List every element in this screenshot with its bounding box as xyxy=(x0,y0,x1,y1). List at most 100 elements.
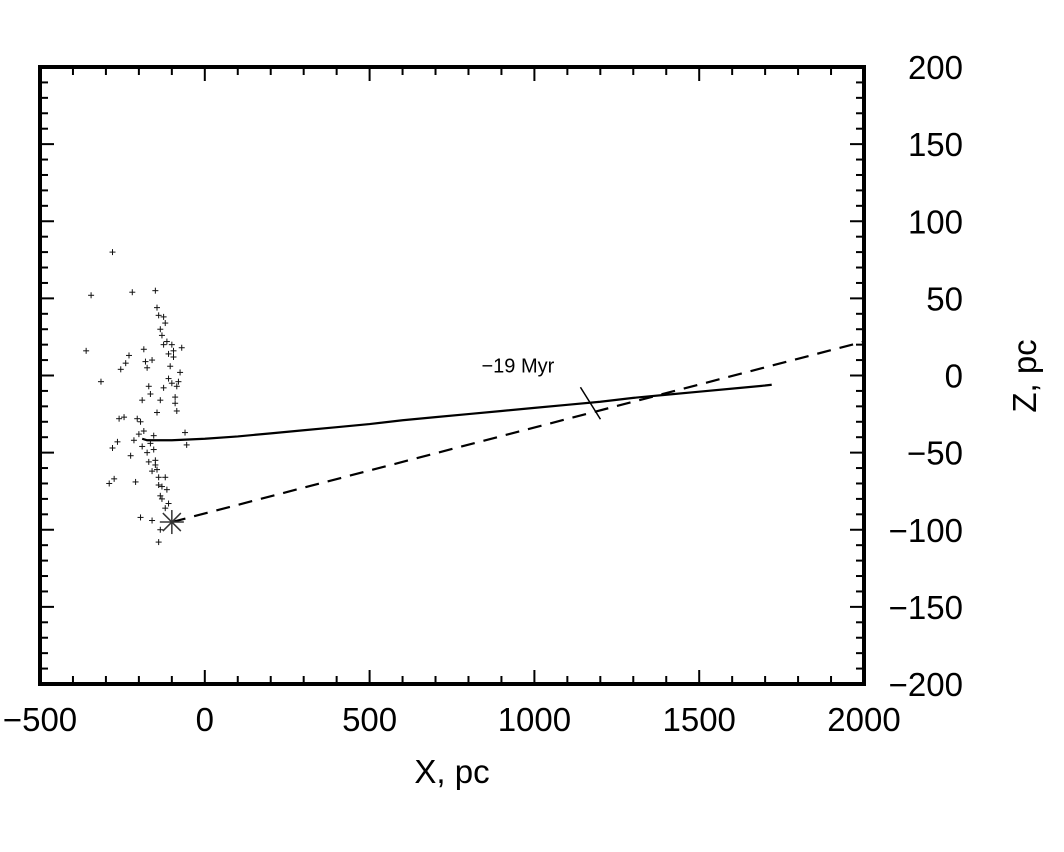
x-tick-label: −500 xyxy=(3,701,77,738)
y-tick-labels: −200 −150 −100 −50 0 50 100 150 200 xyxy=(889,49,963,703)
y-tick-label: 50 xyxy=(926,280,963,317)
plus-point xyxy=(158,332,165,339)
plus-point xyxy=(147,391,154,398)
plus-point xyxy=(165,500,172,507)
plus-point xyxy=(144,449,151,456)
plus-point xyxy=(83,347,90,354)
plus-point xyxy=(132,478,139,485)
plus-point xyxy=(150,446,157,453)
plus-point xyxy=(154,304,161,311)
plus-point xyxy=(137,514,144,521)
plus-point xyxy=(149,357,156,364)
plus-point xyxy=(183,441,190,448)
plus-point xyxy=(114,438,121,445)
y-tick-label: −150 xyxy=(889,589,963,626)
plus-point xyxy=(177,369,184,376)
plus-point xyxy=(145,458,152,465)
plus-point xyxy=(135,431,142,438)
plus-point xyxy=(154,466,161,473)
plus-point xyxy=(140,346,147,353)
plus-point xyxy=(140,428,147,435)
plus-point xyxy=(182,429,189,436)
plus-point xyxy=(129,289,136,296)
y-tick-label: 150 xyxy=(908,126,963,163)
y-tick-label: −50 xyxy=(907,435,963,472)
y-tick-label: 200 xyxy=(908,49,963,86)
plus-point xyxy=(145,383,152,390)
plus-point xyxy=(134,415,141,422)
plus-point xyxy=(165,375,172,382)
plus-point xyxy=(168,341,175,348)
y-tick-label: −100 xyxy=(889,512,963,549)
plus-point xyxy=(116,415,123,422)
plus-point xyxy=(155,474,162,481)
plus-point xyxy=(152,287,159,294)
plus-point xyxy=(130,437,137,444)
plus-point xyxy=(149,468,156,475)
solid-orbit-line xyxy=(141,383,772,442)
plus-point xyxy=(162,320,169,327)
x-tick-label: 0 xyxy=(196,701,214,738)
plus-point xyxy=(152,461,159,468)
plus-point xyxy=(150,432,157,439)
x-axis-label: X, pc xyxy=(414,753,489,790)
star-ray xyxy=(162,512,182,532)
x-tick-label: 1500 xyxy=(662,701,735,738)
y-tick-label: −200 xyxy=(889,666,963,703)
x-tick-labels: −500 0 500 1000 1500 2000 xyxy=(3,701,901,738)
plus-point xyxy=(144,364,151,371)
plus-point xyxy=(139,443,146,450)
plus-point xyxy=(157,526,164,533)
plus-point xyxy=(178,344,185,351)
plus-point xyxy=(142,358,149,365)
plus-point xyxy=(170,347,177,354)
plus-point xyxy=(158,495,165,502)
plus-point xyxy=(147,440,154,447)
x-tick-label: 1000 xyxy=(498,701,571,738)
plus-point xyxy=(158,483,165,490)
plus-point xyxy=(168,380,175,387)
plus-point xyxy=(155,539,162,546)
dashed-orbit-line xyxy=(171,340,865,524)
plus-point xyxy=(157,492,164,499)
x-tick-label: 2000 xyxy=(827,701,900,738)
plus-point xyxy=(117,366,124,373)
plus-point xyxy=(163,486,170,493)
star-point xyxy=(159,510,184,535)
plus-point xyxy=(172,400,179,407)
plus-point xyxy=(175,378,182,385)
plus-point xyxy=(109,249,116,256)
plus-point xyxy=(121,414,128,421)
plus-point xyxy=(137,418,144,425)
plus-point xyxy=(165,350,172,357)
plus-point xyxy=(160,313,167,320)
plus-point xyxy=(173,407,180,414)
plus-point xyxy=(170,353,177,360)
y-axis-label: Z, pc xyxy=(1006,339,1043,412)
plus-point xyxy=(173,383,180,390)
time-marker-slash xyxy=(579,386,602,420)
time-annotation: −19 Myr xyxy=(482,355,555,377)
plus-point xyxy=(149,517,156,524)
x-tick-label: 500 xyxy=(342,701,397,738)
plus-point xyxy=(109,444,116,451)
plus-point xyxy=(139,397,146,404)
plus-point xyxy=(172,394,179,401)
plus-point xyxy=(111,475,118,482)
plus-point xyxy=(97,378,104,385)
plus-point xyxy=(155,482,162,489)
plus-point xyxy=(162,505,169,512)
plus-point xyxy=(162,474,169,481)
plus-point xyxy=(154,409,161,416)
plus-point xyxy=(157,326,164,333)
plus-point xyxy=(163,338,170,345)
plus-point xyxy=(122,360,129,367)
ticks-layer xyxy=(39,66,865,685)
plus-point xyxy=(106,480,113,487)
plus-point xyxy=(160,341,167,348)
plus-point xyxy=(157,397,164,404)
plus-point xyxy=(88,292,95,299)
plot-frame xyxy=(38,65,866,686)
plus-point xyxy=(127,452,134,459)
